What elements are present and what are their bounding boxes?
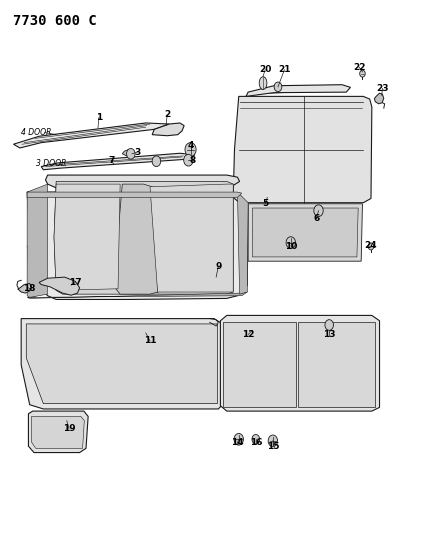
Text: 10: 10 [285, 242, 297, 251]
Text: 21: 21 [278, 66, 291, 74]
Text: 18: 18 [24, 284, 36, 293]
Text: 3: 3 [134, 148, 140, 157]
Text: 2: 2 [164, 110, 170, 119]
Circle shape [184, 155, 193, 166]
Polygon shape [28, 411, 88, 453]
Polygon shape [223, 322, 296, 407]
Text: 15: 15 [268, 442, 280, 451]
Polygon shape [253, 208, 358, 257]
Circle shape [268, 435, 278, 447]
Circle shape [274, 82, 282, 92]
Polygon shape [26, 324, 217, 403]
Polygon shape [54, 184, 120, 290]
Polygon shape [41, 154, 195, 169]
Circle shape [127, 149, 135, 159]
Polygon shape [21, 319, 223, 409]
Text: 7: 7 [108, 156, 115, 165]
Polygon shape [233, 96, 372, 203]
Text: 19: 19 [62, 424, 75, 433]
Polygon shape [27, 292, 247, 298]
Text: 16: 16 [250, 439, 262, 448]
Text: 8: 8 [190, 156, 196, 165]
Text: 1: 1 [96, 113, 102, 122]
Circle shape [185, 143, 196, 157]
Text: 11: 11 [144, 336, 156, 345]
Text: 4 DOOR: 4 DOOR [21, 128, 51, 137]
Ellipse shape [259, 77, 267, 90]
Polygon shape [27, 184, 48, 297]
Polygon shape [248, 204, 363, 261]
Text: 13: 13 [323, 330, 336, 339]
Text: 17: 17 [69, 278, 82, 287]
Circle shape [325, 320, 333, 330]
Text: 12: 12 [242, 330, 254, 339]
Text: 14: 14 [231, 439, 244, 448]
Text: 9: 9 [215, 262, 221, 271]
Polygon shape [27, 192, 248, 300]
Text: 23: 23 [376, 84, 389, 93]
Polygon shape [246, 85, 351, 96]
Text: 6: 6 [313, 214, 320, 223]
Polygon shape [27, 192, 242, 197]
Text: 4: 4 [187, 141, 194, 150]
Polygon shape [374, 93, 384, 104]
Circle shape [286, 237, 295, 248]
Circle shape [314, 205, 323, 216]
Text: 3 DOOR: 3 DOOR [36, 159, 66, 168]
Circle shape [234, 433, 244, 445]
Text: 22: 22 [353, 63, 365, 71]
Text: 7730 600 C: 7730 600 C [14, 14, 97, 28]
Polygon shape [116, 184, 158, 294]
Polygon shape [14, 123, 169, 148]
Circle shape [152, 156, 160, 166]
Circle shape [360, 70, 365, 77]
Polygon shape [27, 245, 41, 297]
Polygon shape [18, 284, 31, 293]
Circle shape [252, 434, 260, 444]
Polygon shape [152, 123, 184, 136]
Polygon shape [122, 150, 132, 156]
Polygon shape [39, 277, 80, 295]
Text: 24: 24 [365, 241, 377, 250]
Polygon shape [298, 322, 375, 407]
Polygon shape [31, 416, 84, 448]
Polygon shape [238, 192, 248, 294]
Polygon shape [54, 181, 233, 294]
Polygon shape [220, 316, 380, 411]
Text: 5: 5 [262, 199, 268, 208]
Text: 20: 20 [259, 66, 271, 74]
Circle shape [368, 243, 374, 250]
Polygon shape [45, 175, 240, 188]
Polygon shape [150, 184, 233, 293]
